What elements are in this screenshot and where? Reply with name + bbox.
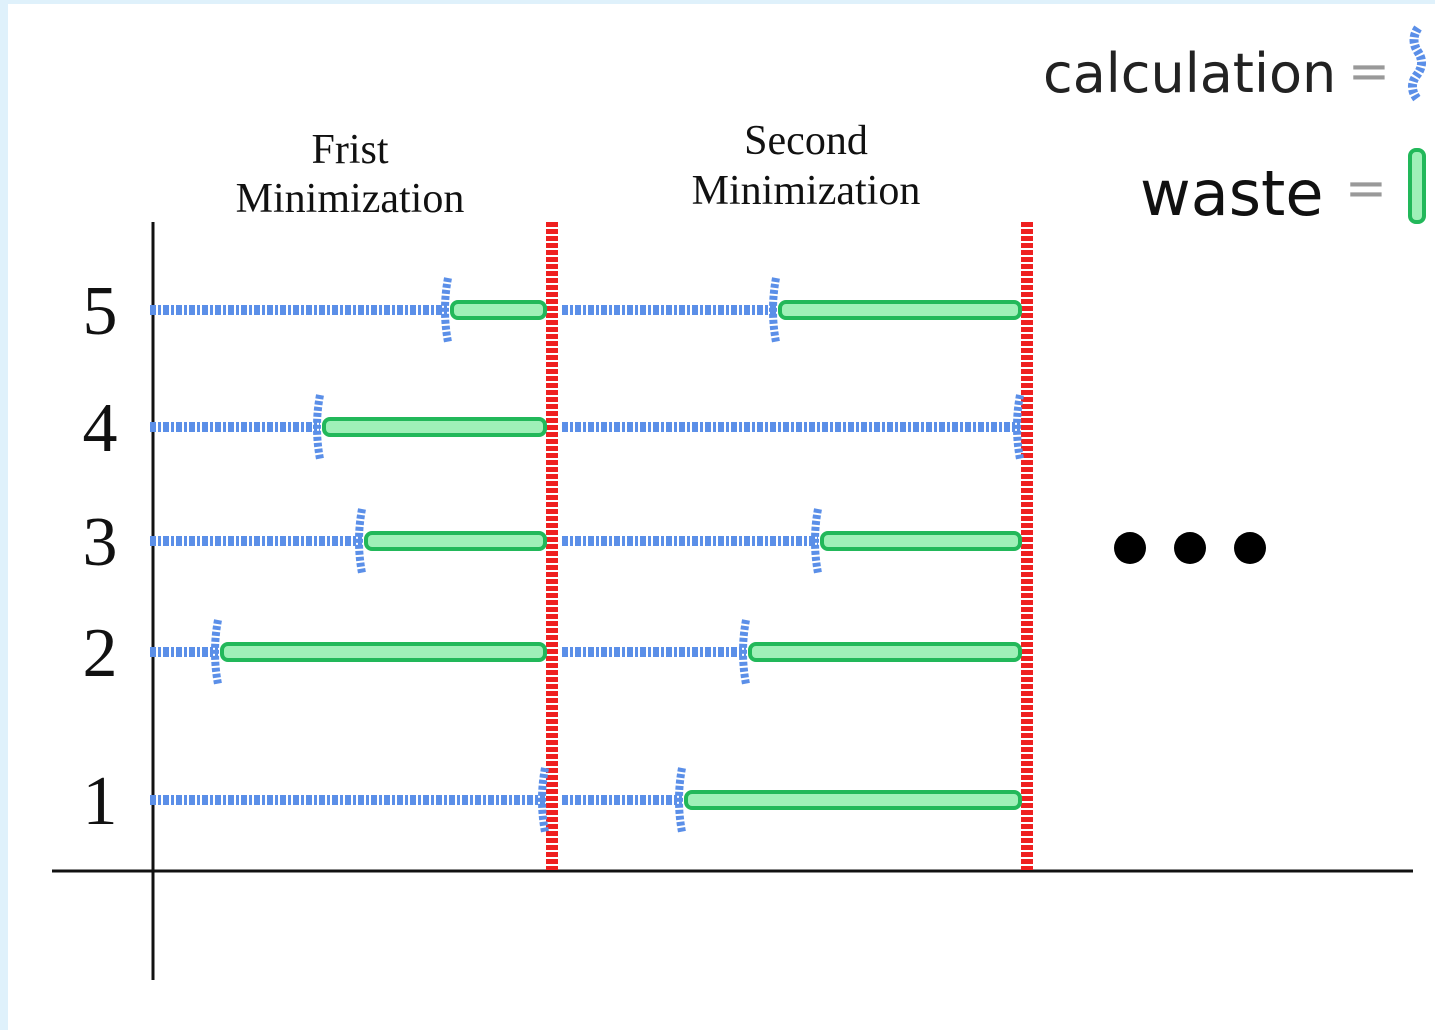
rows: 5 4 3 2 1 xyxy=(83,273,1024,840)
row-label: 2 xyxy=(83,615,118,692)
ellipsis-dot xyxy=(1114,532,1146,564)
waste xyxy=(220,642,547,662)
row-label: 5 xyxy=(83,273,118,350)
legend-label: waste xyxy=(1140,157,1323,230)
column-header: Second xyxy=(744,118,868,164)
row-label: 4 xyxy=(83,390,118,467)
calculation-tick xyxy=(769,277,780,343)
calculation-tick xyxy=(538,767,549,833)
calculation-tick xyxy=(1013,394,1024,460)
waste xyxy=(322,417,547,437)
ellipsis-dot xyxy=(1174,532,1206,564)
legend-waste-icon xyxy=(1408,148,1426,224)
row-label: 1 xyxy=(83,763,118,840)
calculation-tick xyxy=(211,619,222,685)
column-header: Minimization xyxy=(236,176,465,222)
calculation-tick xyxy=(441,277,452,343)
waste xyxy=(684,790,1022,810)
legend-calc-icon xyxy=(1408,25,1426,103)
column-header: Minimization xyxy=(692,168,921,214)
row-label: 3 xyxy=(83,504,118,581)
waste xyxy=(364,531,547,551)
calculation-tick xyxy=(811,508,822,574)
waste xyxy=(778,300,1022,320)
ellipsis-dot xyxy=(1234,532,1266,564)
waste xyxy=(748,642,1022,662)
waste xyxy=(450,300,547,320)
column-header: Frist xyxy=(311,127,388,173)
legend-label: calculation xyxy=(1043,42,1336,105)
canvas xyxy=(8,4,1435,1030)
legend-sign: = xyxy=(1348,42,1390,100)
calculation-tick xyxy=(313,394,324,460)
calculation-tick xyxy=(675,767,686,833)
legend-sign: = xyxy=(1345,159,1387,217)
waste xyxy=(820,531,1022,551)
calculation-tick xyxy=(739,619,750,685)
calculation-tick xyxy=(355,508,366,574)
